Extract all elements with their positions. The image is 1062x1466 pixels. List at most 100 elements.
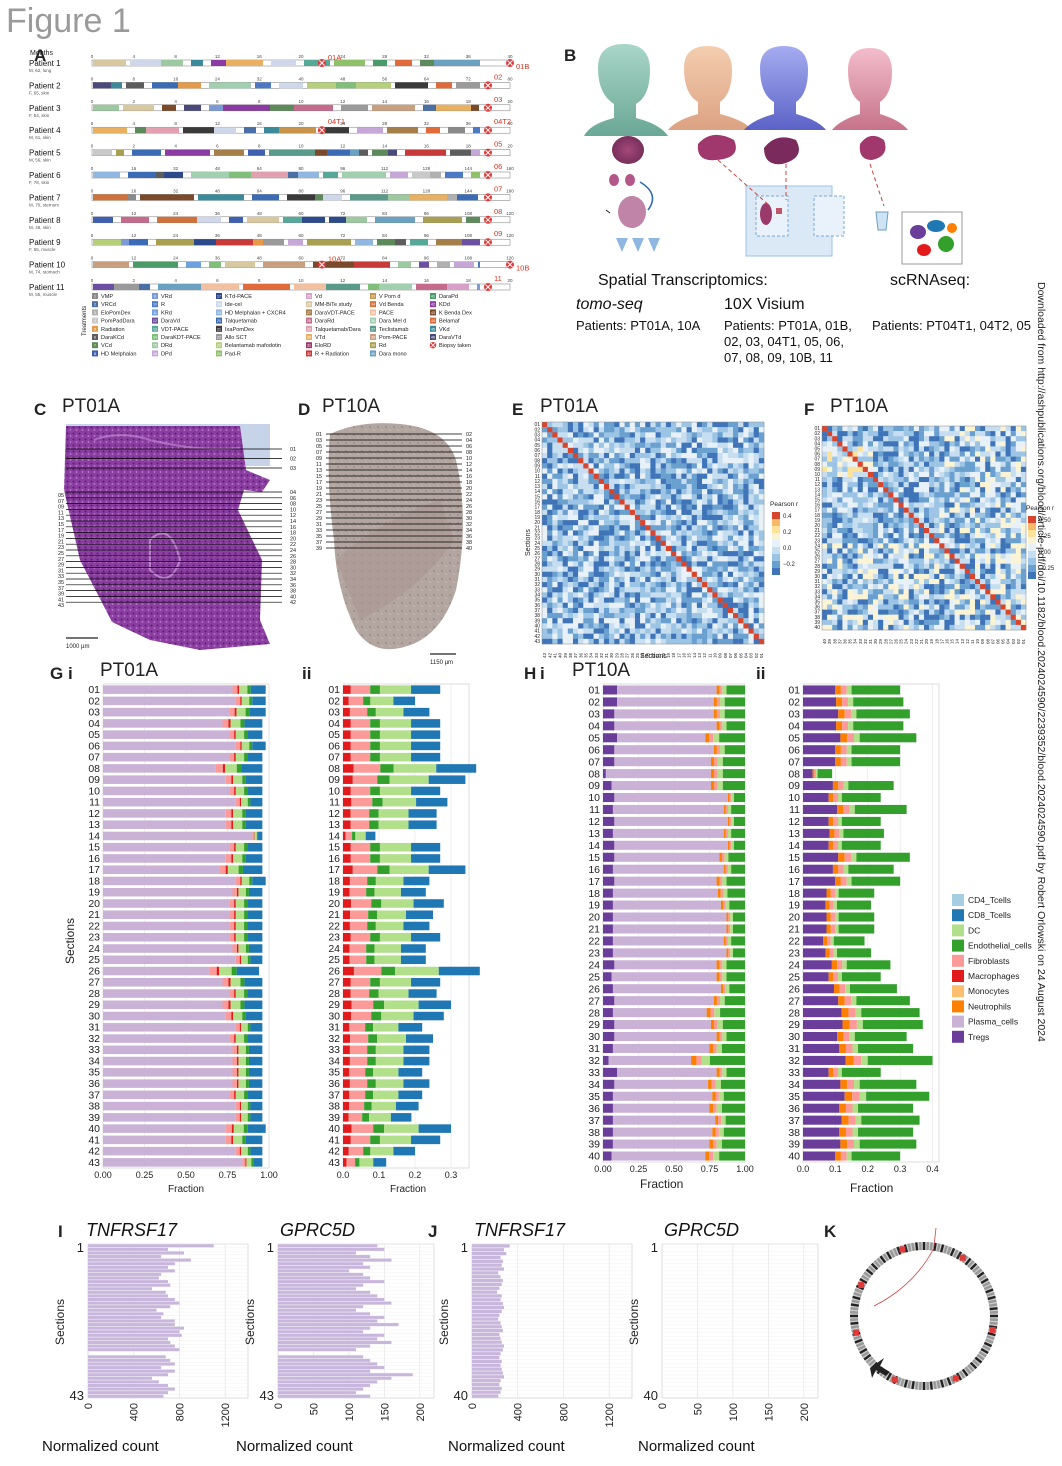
heatmap-cell (557, 530, 563, 536)
legend-label: Vd Benda (379, 302, 404, 308)
x-tick-label: 0.25 (630, 1164, 648, 1174)
heatmap-cell (837, 482, 843, 488)
heatmap-cell (738, 447, 744, 454)
heatmap-cell (717, 597, 723, 603)
heatmap-cell (867, 548, 874, 554)
bar-segment (250, 797, 263, 807)
heatmap-cell (748, 468, 754, 474)
heatmap-cell (578, 556, 584, 562)
heatmap-cell (702, 520, 708, 526)
bar-segment (406, 910, 433, 920)
heatmap-cell (727, 576, 734, 583)
bar-segment (717, 757, 723, 767)
heatmap-cell (964, 553, 971, 559)
heatmap-cell (959, 451, 965, 457)
bar-segment (411, 1135, 441, 1145)
heatmap-cell (743, 514, 749, 521)
heatmap-cell (547, 576, 553, 583)
legend-label: R + Radiation (315, 351, 349, 357)
heatmap-cell (898, 568, 904, 575)
heatmap-cell (878, 482, 884, 488)
bar-segment (355, 1158, 360, 1167)
heatmap-cell (562, 597, 569, 603)
heatmap-cell (650, 551, 656, 557)
bar-segment (343, 1101, 350, 1111)
heatmap-cell (934, 584, 940, 590)
heatmap-cell (712, 427, 718, 433)
heatmap-cell (671, 602, 677, 609)
heatmap-cell (857, 538, 863, 544)
heatmap-cell (954, 589, 960, 595)
heatmap-cell (598, 427, 605, 433)
section-label: 40 (290, 594, 296, 600)
heatmap-cell (985, 461, 991, 467)
heatmap-cell (645, 561, 651, 567)
heatmap-cell (949, 568, 955, 575)
heatmap-cell (593, 571, 599, 578)
bar-segment (234, 842, 236, 852)
heatmap-cell (1015, 548, 1022, 554)
heatmap-cell (542, 592, 548, 598)
heatmap-cell (609, 628, 615, 634)
heatmap-cell (903, 594, 909, 600)
heatmap-cell (822, 558, 828, 564)
heatmap-cell (686, 422, 692, 428)
heatmap-cell (681, 587, 687, 593)
heatmap-cell (552, 442, 558, 449)
heatmap-cell (1015, 543, 1022, 549)
heatmap-cell (650, 566, 656, 572)
heatmap-cell (837, 543, 843, 549)
heatmap-cell (1020, 426, 1027, 432)
colorbar-step (1028, 530, 1036, 537)
heatmap-cell (1010, 589, 1016, 595)
heatmap-cell (676, 576, 682, 583)
heatmap-cell (655, 638, 661, 645)
bar-segment (733, 816, 745, 826)
heatmap-cell (944, 466, 950, 473)
heatmap-cell (655, 489, 661, 495)
heatmap-cell (862, 522, 869, 529)
y-tick-label: 38 (328, 1101, 340, 1113)
heatmap-cell (1015, 589, 1022, 595)
y-tick-label: 29 (88, 999, 100, 1011)
treatment-segment (126, 82, 144, 89)
heatmap-cell (557, 494, 563, 500)
heatmap-cell (660, 483, 667, 490)
heatmap-cell (547, 499, 553, 505)
heatmap-cell (572, 540, 579, 547)
section-label: 35 (58, 580, 64, 586)
heatmap-cell (598, 582, 605, 588)
heatmap-cell (878, 594, 884, 600)
heatmap-cell (758, 473, 765, 479)
bar-segment (418, 1124, 451, 1133)
heatmap-cell (542, 587, 548, 593)
heatmap-cell (738, 452, 744, 459)
timeline-tick: 160 (506, 166, 514, 171)
heatmap-cell (645, 442, 651, 449)
heatmap-cell (969, 471, 976, 478)
heatmap-cell (583, 545, 589, 552)
heatmap-cell (609, 458, 615, 464)
heatmap-cell (738, 540, 744, 547)
heatmap-cell (572, 525, 579, 531)
heatmap-cell (629, 452, 636, 459)
heatmap-cell (557, 427, 563, 433)
heatmap-cell (578, 468, 584, 474)
bar-segment (235, 1090, 245, 1100)
bar-segment (375, 707, 404, 717)
treatment-segment (93, 194, 128, 201)
heatmap-col-label: 15 (950, 638, 955, 644)
heatmap-cell (990, 466, 996, 473)
heatmap-cell (603, 576, 610, 583)
heatmap-cell (712, 556, 718, 562)
heatmap-cell (691, 623, 698, 629)
heatmap-cell (893, 512, 899, 518)
heatmap-cell (893, 471, 899, 478)
bar-segment (240, 876, 242, 886)
heatmap-cell (944, 614, 950, 620)
heatmap-cell (547, 582, 553, 588)
heatmap-cell (707, 494, 713, 500)
heatmap-cell (743, 494, 749, 500)
heatmap-cell (717, 520, 723, 526)
bar-segment (418, 1000, 451, 1010)
